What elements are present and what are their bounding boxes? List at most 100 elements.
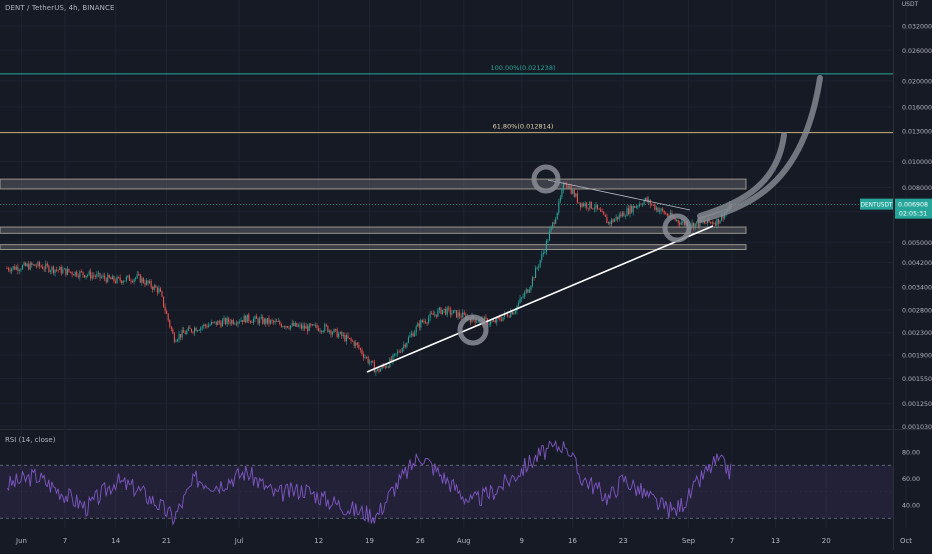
candle-down [398, 351, 400, 353]
candle-up [575, 193, 577, 197]
candle-down [14, 266, 16, 270]
candle-down [172, 329, 174, 334]
candle-down [349, 338, 351, 339]
candle-down [99, 272, 101, 278]
candle-up [124, 280, 126, 282]
candle-up [490, 321, 492, 325]
candle-down [387, 366, 389, 368]
candle-up [696, 221, 698, 224]
candle-down [435, 314, 437, 317]
candle-down [663, 210, 665, 214]
candle-down [138, 274, 140, 276]
candle-up [558, 201, 560, 213]
candle-up [637, 206, 639, 208]
candle-up [74, 271, 76, 276]
candle-down [500, 319, 502, 321]
candle-down [170, 326, 172, 330]
candle-up [135, 277, 137, 280]
candle-down [235, 323, 237, 325]
candle-up [107, 274, 109, 283]
candle-down [169, 320, 171, 327]
candle-down [372, 360, 374, 363]
candle-up [175, 340, 177, 342]
candle-down [609, 221, 611, 225]
candle-up [223, 318, 225, 321]
candle-up [376, 368, 378, 371]
price-tick-label: 0.001250 [902, 401, 932, 408]
time-tick-label: 21 [162, 537, 171, 545]
highlight-circle [662, 213, 692, 243]
rsi-title: RSI (14, close) [5, 436, 56, 444]
candle-up [333, 329, 335, 333]
candle-down [167, 313, 169, 321]
candle-up [97, 272, 99, 275]
candle-down [499, 317, 501, 320]
candle-down [469, 318, 471, 323]
candle-down [218, 321, 220, 323]
price-tick-label: 0.001030 [902, 424, 932, 431]
candle-up [621, 212, 623, 217]
time-tick-label: Oct [900, 537, 912, 545]
candle-up [59, 266, 61, 271]
candle-down [592, 208, 594, 210]
candle-up [669, 212, 671, 217]
candle-down [553, 222, 555, 224]
candle-down [677, 219, 679, 223]
candle-down [276, 320, 278, 322]
candle-up [194, 327, 196, 333]
price-tick-label: 0.005000 [902, 240, 932, 247]
candle-up [589, 201, 591, 209]
candle-down [400, 352, 402, 353]
candle-up [522, 296, 524, 298]
candle-up [680, 222, 682, 225]
candle-up [197, 330, 199, 332]
candle-up [443, 308, 445, 310]
candle-down [34, 264, 36, 266]
candle-up [423, 321, 425, 323]
candle-up [243, 315, 245, 323]
candle-down [318, 327, 320, 332]
rsi-pane: 80.00 60.00 40.00 [0, 439, 920, 526]
highlight-circle [457, 314, 489, 346]
candle-up [66, 268, 68, 275]
candle-down [344, 334, 346, 342]
candle-up [294, 323, 296, 327]
candle-up [544, 251, 546, 253]
candle-down [634, 205, 636, 208]
candle-down [628, 208, 630, 215]
candle-down [189, 327, 191, 329]
candle-up [562, 183, 564, 190]
candle-up [556, 212, 558, 219]
price-tick-label: 0.013000 [902, 129, 932, 136]
candle-up [21, 265, 24, 270]
candle-up [260, 317, 262, 319]
time-tick-label: 7 [730, 537, 734, 545]
candle-up [37, 262, 39, 267]
candle-down [657, 207, 659, 212]
candle-down [366, 357, 368, 358]
price-tick-label: 0.004200 [902, 260, 932, 267]
candle-down [265, 318, 267, 324]
candle-down [578, 202, 580, 204]
candle-down [296, 323, 298, 327]
candle-down [25, 262, 27, 267]
candle-up [125, 277, 127, 281]
candle-down [356, 342, 358, 345]
candle-up [238, 321, 241, 323]
candle-down [68, 268, 70, 272]
candle-up [214, 321, 216, 323]
candle-up [127, 275, 129, 278]
candle-up [452, 310, 454, 314]
candle-down [361, 349, 363, 354]
candle-down [711, 222, 713, 224]
currency-label: USDT [902, 1, 919, 8]
candle-up [299, 324, 301, 326]
candle-down [612, 219, 614, 222]
candle-down [373, 362, 375, 373]
candle-up [63, 268, 65, 270]
candle-down [631, 205, 633, 213]
candle-down [350, 338, 352, 341]
candle-up [415, 326, 417, 333]
candle-up [322, 330, 324, 332]
